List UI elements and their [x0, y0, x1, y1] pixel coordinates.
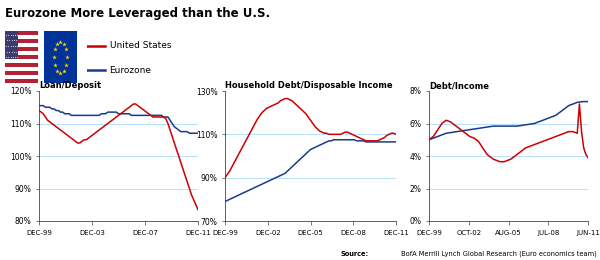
Text: Eurozone More Leveraged than the U.S.: Eurozone More Leveraged than the U.S. — [5, 6, 270, 20]
Bar — [5, 75, 38, 79]
Bar — [5, 59, 38, 63]
Bar — [5, 39, 38, 43]
Bar — [5, 63, 38, 67]
Text: Source:: Source: — [341, 251, 369, 257]
Bar — [5, 79, 38, 83]
Bar — [5, 31, 18, 59]
Bar — [5, 35, 38, 39]
Text: Eurozone: Eurozone — [110, 66, 151, 75]
Text: Loan/Deposit: Loan/Deposit — [39, 81, 101, 90]
Bar — [5, 71, 38, 75]
Text: United States: United States — [110, 41, 171, 50]
Bar — [5, 43, 38, 47]
Text: Household Debt/Disposable Income: Household Debt/Disposable Income — [225, 81, 392, 90]
Bar — [5, 47, 38, 51]
Bar — [5, 31, 38, 35]
Bar — [5, 55, 38, 59]
Text: BofA Merrill Lynch Global Research (Euro economics team): BofA Merrill Lynch Global Research (Euro… — [399, 251, 597, 257]
Text: Debt/Income: Debt/Income — [429, 81, 489, 90]
Bar — [5, 67, 38, 71]
Bar — [5, 51, 38, 55]
